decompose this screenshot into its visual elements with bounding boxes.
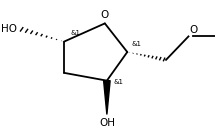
Polygon shape [104, 81, 110, 114]
Text: &1: &1 [131, 41, 141, 47]
Text: &1: &1 [113, 79, 123, 85]
Text: O: O [189, 25, 198, 35]
Text: &1: &1 [70, 30, 80, 36]
Text: HO: HO [1, 24, 17, 34]
Text: O: O [101, 10, 109, 20]
Text: OH: OH [99, 118, 115, 128]
